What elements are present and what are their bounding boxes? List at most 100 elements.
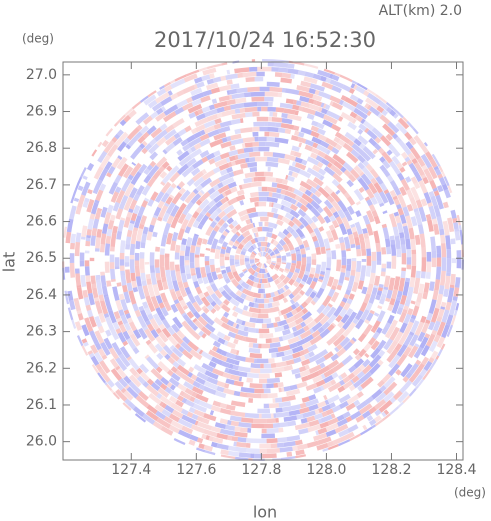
echo-segment xyxy=(220,141,232,149)
echo-segment xyxy=(291,230,300,239)
echo-segment xyxy=(144,143,153,151)
echo-segment xyxy=(164,142,176,153)
echo-segment xyxy=(145,410,159,422)
echo-segment xyxy=(362,120,375,131)
echo-segment xyxy=(104,243,111,256)
echo-segment xyxy=(402,376,409,383)
echo-segment xyxy=(337,282,343,287)
echo-segment xyxy=(297,443,308,451)
echo-segment xyxy=(94,315,103,328)
echo-segment xyxy=(145,384,160,397)
echo-segment xyxy=(104,261,110,273)
echo-segment xyxy=(441,183,449,191)
echo-segment xyxy=(204,322,216,333)
echo-segment xyxy=(244,289,255,297)
echo-segment xyxy=(300,321,307,328)
echo-segment xyxy=(274,72,283,78)
echo-segment xyxy=(399,379,413,394)
echo-segment xyxy=(315,155,324,163)
echo-segment xyxy=(141,184,151,196)
echo-segment xyxy=(220,248,226,255)
echo-segment xyxy=(230,400,246,408)
echo-segment xyxy=(184,191,197,204)
echo-segment xyxy=(165,124,175,133)
echo-segment xyxy=(77,313,84,321)
echo-segment xyxy=(240,386,255,393)
echo-segment xyxy=(329,215,336,223)
echo-segment xyxy=(115,357,128,372)
echo-segment xyxy=(316,304,326,314)
echo-segment xyxy=(91,227,98,237)
echo-segment xyxy=(299,95,310,103)
echo-segment xyxy=(295,250,301,255)
echo-segment xyxy=(180,244,186,252)
echo-segment xyxy=(332,334,346,347)
echo-segment xyxy=(189,148,203,159)
echo-segment xyxy=(163,301,172,312)
echo-segment xyxy=(394,151,401,158)
echo-segment xyxy=(342,376,351,384)
echo-segment xyxy=(99,360,111,374)
echo-segment xyxy=(248,212,259,219)
echo-segment xyxy=(141,199,149,208)
echo-segment xyxy=(95,363,103,371)
echo-segment xyxy=(269,86,283,93)
echo-segment xyxy=(347,372,356,380)
echo-segment xyxy=(321,411,328,418)
echo-segment xyxy=(333,160,344,170)
echo-segment xyxy=(182,281,189,289)
echo-segment xyxy=(353,138,362,147)
echo-segment xyxy=(275,242,283,251)
echo-segment xyxy=(221,322,231,331)
echo-segment xyxy=(235,323,240,329)
echo-segment xyxy=(283,364,294,372)
echo-segment xyxy=(207,199,217,208)
echo-segment xyxy=(445,301,452,311)
echo-segment xyxy=(324,104,331,110)
echo-segment xyxy=(327,394,340,404)
echo-segment xyxy=(407,345,419,359)
echo-segment xyxy=(95,140,103,148)
echo-segment xyxy=(309,186,318,194)
echo-segment xyxy=(364,352,370,359)
echo-segment xyxy=(126,317,133,324)
echo-segment xyxy=(242,71,257,78)
echo-segment xyxy=(202,276,209,285)
echo-segment xyxy=(249,383,263,389)
echo-segment xyxy=(239,200,245,206)
echo-segment xyxy=(234,306,244,315)
echo-segment xyxy=(234,295,245,304)
echo-segment xyxy=(276,188,282,194)
echo-segment xyxy=(321,321,331,331)
echo-segment xyxy=(222,272,229,281)
echo-segment xyxy=(419,368,428,377)
echo-segment xyxy=(433,190,440,197)
echo-segment xyxy=(172,118,185,129)
echo-segment xyxy=(206,113,218,122)
echo-segment xyxy=(393,113,399,119)
echo-segment xyxy=(307,424,321,433)
echo-segment xyxy=(327,162,333,168)
echo-segment xyxy=(112,201,121,212)
echo-segment xyxy=(340,372,348,379)
echo-segment xyxy=(201,156,209,163)
echo-segment xyxy=(257,252,262,258)
echo-segment xyxy=(290,73,295,79)
echo-segment xyxy=(393,198,401,206)
echo-segment xyxy=(330,123,342,132)
echo-segment xyxy=(364,196,371,202)
echo-segment xyxy=(212,437,224,444)
echo-segment xyxy=(239,214,250,222)
echo-segment xyxy=(147,301,156,313)
echo-segment xyxy=(278,287,285,294)
echo-segment xyxy=(278,319,288,327)
echo-segment xyxy=(317,278,323,283)
echo-segment xyxy=(244,261,250,266)
y-tick-label: 26.1 xyxy=(26,397,57,413)
echo-segment xyxy=(200,177,213,188)
echo-segment xyxy=(423,168,434,182)
echo-segment xyxy=(433,320,441,332)
echo-segment xyxy=(205,434,210,441)
echo-segment xyxy=(145,320,151,326)
echo-segment xyxy=(366,129,378,141)
